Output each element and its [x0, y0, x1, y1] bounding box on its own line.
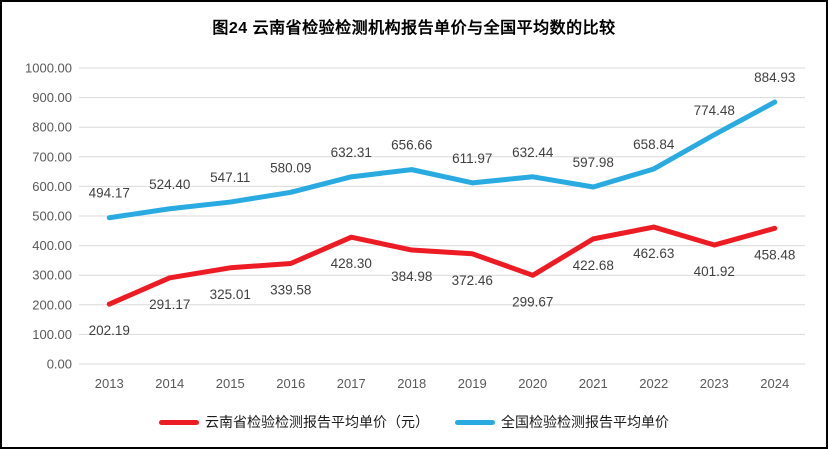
- x-axis-label: 2018: [397, 376, 426, 391]
- x-axis-label: 2021: [579, 376, 608, 391]
- data-label: 384.98: [391, 269, 432, 284]
- data-label: 202.19: [89, 323, 130, 338]
- data-label: 299.67: [512, 294, 553, 309]
- x-axis-label: 2014: [155, 376, 184, 391]
- data-label: 774.48: [694, 103, 735, 118]
- legend-label-national: 全国检验检测报告平均单价: [501, 414, 669, 430]
- data-label: 339.58: [270, 282, 311, 297]
- x-axis-label: 2016: [276, 376, 305, 391]
- y-axis-label: 900.00: [32, 90, 72, 105]
- data-label: 658.84: [633, 137, 675, 152]
- y-axis-label: 100.00: [32, 327, 72, 342]
- legend-label-yunnan: 云南省检验检测报告平均单价（元）: [205, 414, 429, 430]
- data-label: 325.01: [210, 287, 251, 302]
- x-axis-label: 2017: [337, 376, 366, 391]
- x-axis-label: 2020: [518, 376, 547, 391]
- data-label: 632.44: [512, 145, 554, 160]
- data-label: 462.63: [633, 246, 674, 261]
- data-label: 547.11: [210, 170, 250, 185]
- legend-item-yunnan: 云南省检验检测报告平均单价（元）: [159, 412, 429, 432]
- x-axis-label: 2022: [639, 376, 668, 391]
- series-line: [106, 99, 778, 221]
- yunnan-series-swatch-icon: [159, 419, 199, 425]
- data-label: 597.98: [573, 155, 614, 170]
- data-label: 428.30: [331, 256, 372, 271]
- y-axis-label: 300.00: [32, 268, 72, 283]
- data-label: 656.66: [391, 138, 432, 153]
- national-series-swatch-icon: [455, 419, 495, 425]
- legend-item-national: 全国检验检测报告平均单价: [455, 412, 669, 432]
- y-axis-label: 400.00: [32, 238, 72, 253]
- line-chart-plot: 0.00 100.00 200.00 300.00 400.00 500.00 600.00…: [25, 61, 805, 391]
- data-label: 524.40: [149, 177, 190, 192]
- y-axis-label: 500.00: [32, 209, 72, 224]
- x-axis-label: 2015: [216, 376, 245, 391]
- data-label: 580.09: [270, 160, 311, 175]
- y-axis-label: 200.00: [32, 297, 72, 312]
- data-label: 372.46: [452, 273, 493, 288]
- legend: 云南省检验检测报告平均单价（元） 全国检验检测报告平均单价: [2, 412, 826, 432]
- y-axis-label: 0.00: [47, 357, 72, 372]
- data-label: 611.97: [452, 151, 492, 166]
- data-label: 884.93: [754, 70, 795, 85]
- y-axis-label: 1000.00: [25, 61, 72, 76]
- y-axis-label: 700.00: [32, 149, 72, 164]
- series-line: [106, 224, 778, 307]
- y-axis-label: 800.00: [32, 120, 72, 135]
- data-label: 401.92: [694, 264, 735, 279]
- data-label: 458.48: [754, 247, 795, 262]
- data-label: 422.68: [573, 258, 614, 273]
- y-axis-label: 600.00: [32, 179, 72, 194]
- data-label: 632.31: [331, 145, 372, 160]
- data-label: 494.17: [89, 186, 130, 201]
- chart-title: 图24 云南省检验检测机构报告单价与全国平均数的比较: [212, 20, 616, 37]
- x-axis-label: 2019: [458, 376, 487, 391]
- x-axis-label: 2024: [760, 376, 789, 391]
- x-axis-label: 2023: [700, 376, 729, 391]
- data-label: 291.17: [149, 297, 190, 312]
- x-axis-label: 2013: [95, 376, 124, 391]
